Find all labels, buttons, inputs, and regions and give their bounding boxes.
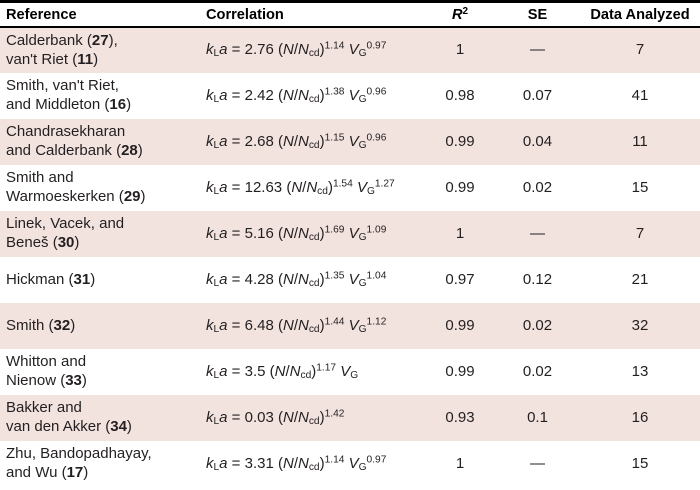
table-row: Whitton and Nienow (33) kLa = 3.5 (N/Ncd)… [0, 349, 700, 395]
se-cell: 0.04 [522, 132, 553, 150]
reference-cell: Smith and Warmoeskerken (29) [6, 169, 146, 205]
r-squared-cell: 1 [455, 41, 465, 59]
correlation-cell: kLa = 3.31 (N/Ncd)1.14 VG0.97 [206, 454, 387, 473]
r-squared-cell: 1 [455, 224, 465, 242]
header-se: SE [495, 0, 580, 28]
r-squared-cell: 0.97 [445, 270, 475, 288]
reference-cell: Chandrasekharan and Calderbank (28) [6, 123, 143, 159]
correlation-cell: kLa = 0.03 (N/Ncd)1.42 [206, 408, 345, 427]
table-row: Bakker and van den Akker (34) kLa = 0.03 … [0, 395, 700, 441]
header-reference: Reference [0, 0, 200, 28]
header-row: Reference Correlation R2 SE Data Analyze… [0, 0, 700, 28]
r-squared-cell: 0.99 [445, 178, 475, 196]
table-row: Hickman (31) kLa = 4.28 (N/Ncd)1.35 VG1.… [0, 257, 700, 303]
correlation-cell: kLa = 2.68 (N/Ncd)1.15 VG0.96 [206, 132, 387, 151]
correlation-cell: kLa = 5.16 (N/Ncd)1.69 VG1.09 [206, 224, 387, 243]
correlation-cell: kLa = 4.28 (N/Ncd)1.35 VG1.04 [206, 270, 387, 289]
se-cell: 0.12 [522, 270, 553, 288]
correlation-cell: kLa = 12.63 (N/Ncd)1.54 VG1.27 [206, 178, 395, 197]
reference-cell: Bakker and van den Akker (34) [6, 399, 132, 435]
r-squared-cell: 0.99 [445, 132, 475, 150]
correlation-cell: kLa = 2.42 (N/Ncd)1.38 VG0.96 [206, 86, 387, 105]
data-analyzed-cell: 15 [631, 178, 649, 196]
header-correlation: Correlation [200, 0, 425, 28]
header-data-analyzed: Data Analyzed [580, 0, 700, 28]
reference-cell: Zhu, Bandopadhayay, and Wu (17) [6, 445, 152, 481]
r-squared-cell: 0.93 [445, 408, 475, 426]
data-analyzed-cell: 16 [631, 408, 649, 426]
header-r-squared: R2 [425, 0, 495, 28]
reference-cell: Linek, Vacek, and Beneš (30) [6, 215, 125, 251]
se-cell: — [530, 224, 545, 242]
r-squared-cell: 1 [455, 454, 465, 472]
r-squared-cell: 0.99 [445, 362, 475, 380]
table-body: Calderbank (27), van't Riet (11) kLa = 2.… [0, 27, 700, 487]
table-row: Linek, Vacek, and Beneš (30) kLa = 5.16 (… [0, 211, 700, 257]
correlation-cell: kLa = 3.5 (N/Ncd)1.17 VG [206, 362, 359, 381]
reference-cell: Smith (32) [6, 316, 76, 334]
data-analyzed-cell: 7 [635, 41, 645, 59]
correlation-cell: kLa = 6.48 (N/Ncd)1.44 VG1.12 [206, 316, 387, 335]
se-cell: 0.02 [522, 316, 553, 334]
se-cell: 0.02 [522, 362, 553, 380]
se-cell: — [530, 41, 545, 59]
data-analyzed-cell: 7 [635, 224, 645, 242]
table-row: Smith (32) kLa = 6.48 (N/Ncd)1.44 VG1.12… [0, 303, 700, 349]
table-row: Smith and Warmoeskerken (29) kLa = 12.63 … [0, 165, 700, 211]
reference-cell: Calderbank (27), van't Riet (11) [6, 31, 118, 68]
se-cell: — [530, 454, 545, 472]
r-squared-cell: 0.99 [445, 316, 475, 334]
table-row: Zhu, Bandopadhayay, and Wu (17) kLa = 3.3… [0, 441, 700, 487]
data-analyzed-cell: 13 [631, 362, 649, 380]
data-analyzed-cell: 21 [631, 270, 649, 288]
reference-cell: Whitton and Nienow (33) [6, 353, 87, 389]
table-row: Calderbank (27), van't Riet (11) kLa = 2.… [0, 27, 700, 73]
reference-cell: Smith, van't Riet, and Middleton (16) [6, 77, 132, 113]
data-analyzed-cell: 32 [631, 316, 649, 334]
data-analyzed-cell: 41 [631, 86, 649, 104]
se-cell: 0.1 [527, 408, 548, 426]
reference-cell: Hickman (31) [6, 270, 96, 288]
data-analyzed-cell: 11 [632, 132, 648, 150]
data-analyzed-cell: 15 [631, 454, 649, 472]
se-cell: 0.07 [522, 86, 553, 104]
correlation-cell: kLa = 2.76 (N/Ncd)1.14 VG0.97 [206, 40, 387, 60]
table-row: Chandrasekharan and Calderbank (28) kLa =… [0, 119, 700, 165]
table-row: Smith, van't Riet, and Middleton (16) kLa… [0, 73, 700, 119]
r-squared-cell: 0.98 [445, 86, 475, 104]
se-cell: 0.02 [522, 178, 553, 196]
